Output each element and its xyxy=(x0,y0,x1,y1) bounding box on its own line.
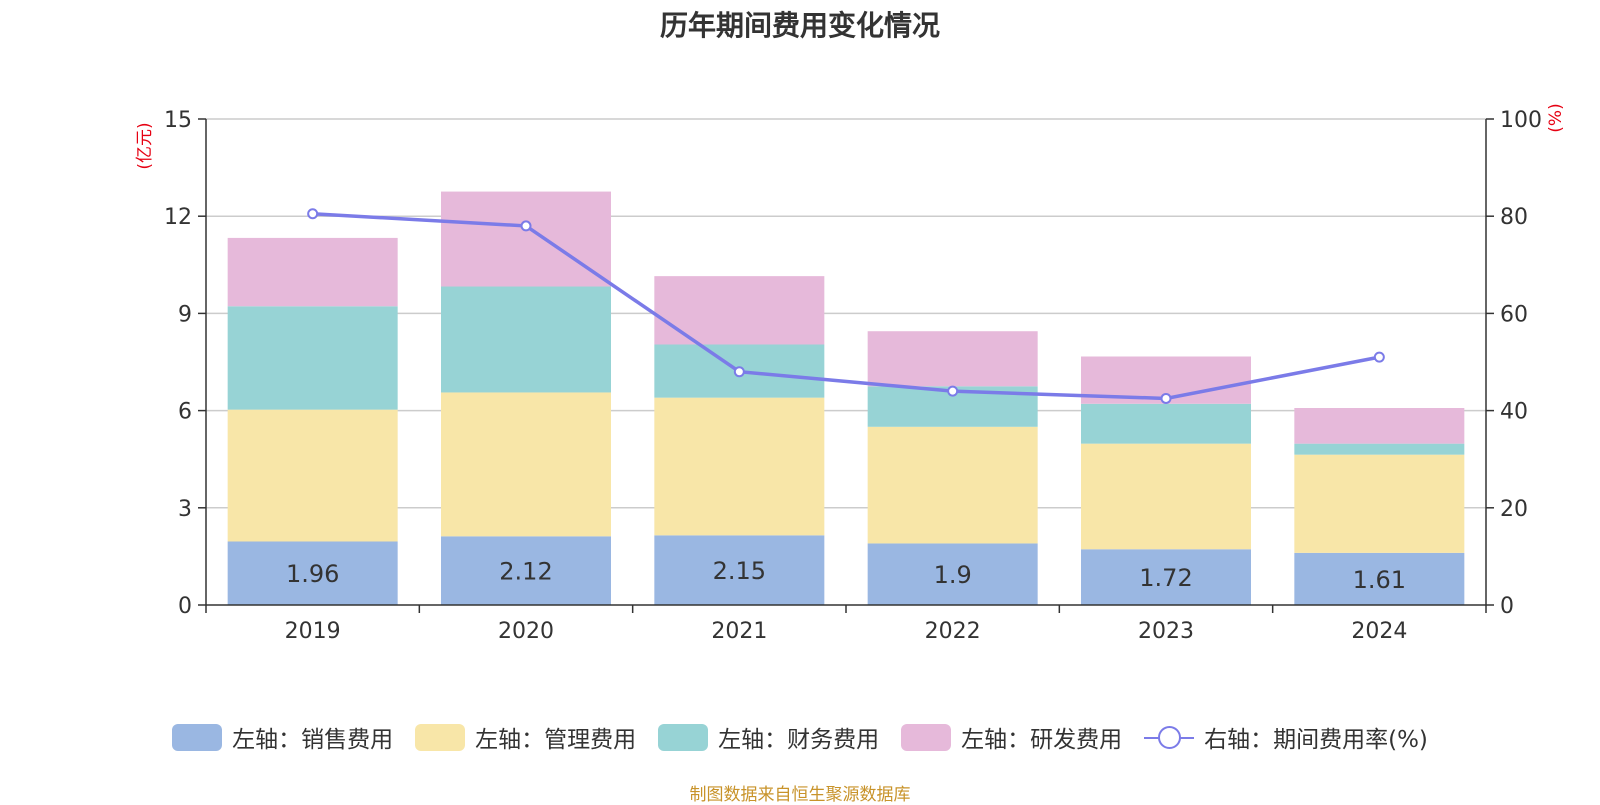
right-axis-tick-label: 100 xyxy=(1500,108,1542,133)
left-axis-tick-label: 15 xyxy=(164,108,192,133)
data-label-sales: 2.15 xyxy=(713,557,766,585)
legend-item-rate[interactable]: 右轴：期间费用率(%) xyxy=(1144,720,1428,754)
left-axis-tick-label: 3 xyxy=(178,497,192,522)
bar-finance-2020 xyxy=(441,286,611,393)
x-axis-tick-label: 2019 xyxy=(285,619,341,644)
x-axis-tick-label: 2024 xyxy=(1351,619,1407,644)
rate-point-2021 xyxy=(733,366,745,378)
bar-finance-2024 xyxy=(1294,443,1465,455)
legend-swatch-rd xyxy=(901,723,952,751)
right-axis-tick-label: 40 xyxy=(1500,400,1528,425)
bar-admin-2024 xyxy=(1294,454,1465,553)
bar-rd-2019 xyxy=(227,237,398,307)
left-axis-tick-label: 9 xyxy=(178,302,192,327)
left-axis-tick-label: 0 xyxy=(178,594,192,619)
right-axis-tick-label: 0 xyxy=(1500,594,1514,619)
right-axis-unit: (%) xyxy=(1546,103,1566,132)
bar-rd-2024 xyxy=(1294,408,1465,444)
rate-point-2024 xyxy=(1373,351,1385,363)
legend-item-admin[interactable]: 左轴：管理费用 xyxy=(415,720,636,754)
data-source-note: 制图数据来自恒生聚源数据库 xyxy=(689,785,911,805)
right-axis-tick-label: 60 xyxy=(1500,302,1528,327)
bar-sales-2022 xyxy=(867,543,1038,605)
data-label-sales: 1.61 xyxy=(1353,566,1406,594)
left-axis-tick-label: 12 xyxy=(164,205,192,230)
bar-sales-2020 xyxy=(441,536,611,605)
legend-label-rate: 右轴：期间费用率(%) xyxy=(1204,727,1428,753)
bar-sales-2024 xyxy=(1294,552,1465,605)
data-label-sales: 1.72 xyxy=(1139,564,1192,592)
legend-swatch-sales xyxy=(172,723,223,751)
left-axis-unit: (亿元) xyxy=(135,122,155,169)
right-axis-tick-label: 80 xyxy=(1500,205,1528,230)
bar-rd-2020 xyxy=(441,191,611,287)
x-axis-tick-label: 2023 xyxy=(1138,619,1194,644)
rate-point-2023 xyxy=(1160,392,1172,404)
right-axis-tick-label: 20 xyxy=(1500,497,1528,522)
legend-label-finance: 左轴：财务费用 xyxy=(718,727,880,753)
bar-finance-2019 xyxy=(227,306,398,410)
rate-point-2020 xyxy=(520,220,532,232)
data-label-sales: 1.9 xyxy=(934,561,972,589)
legend-item-finance[interactable]: 左轴：财务费用 xyxy=(658,720,879,754)
legend-label-rd: 左轴：研发费用 xyxy=(961,727,1123,753)
bar-rd-2022 xyxy=(867,331,1038,387)
data-label-sales: 1.96 xyxy=(286,560,339,588)
bar-sales-2019 xyxy=(227,541,398,605)
bar-admin-2021 xyxy=(654,397,825,536)
legend-line-marker-icon xyxy=(1144,724,1195,751)
bar-admin-2020 xyxy=(441,392,611,537)
legend-label-sales: 左轴：销售费用 xyxy=(232,727,394,753)
bar-sales-2023 xyxy=(1081,549,1251,605)
left-axis-tick-label: 6 xyxy=(178,400,192,425)
bar-rd-2021 xyxy=(654,276,825,345)
rate-point-2022 xyxy=(947,385,959,397)
legend-item-rd[interactable]: 左轴：研发费用 xyxy=(901,720,1122,754)
rate-line xyxy=(312,212,1380,401)
legend: 左轴：销售费用 左轴：管理费用 左轴：财务费用 左轴：研发费用 右轴：期间费用率… xyxy=(0,720,1600,754)
x-axis-tick-label: 2021 xyxy=(711,619,767,644)
legend-item-sales[interactable]: 左轴：销售费用 xyxy=(172,720,393,754)
data-label-sales: 2.12 xyxy=(499,558,552,586)
bar-admin-2022 xyxy=(867,426,1038,544)
x-axis-tick-label: 2022 xyxy=(925,619,981,644)
chart-title: 历年期间费用变化情况 xyxy=(659,9,940,42)
bar-finance-2023 xyxy=(1081,403,1251,444)
x-axis-tick-label: 2020 xyxy=(498,619,554,644)
bar-admin-2019 xyxy=(227,409,398,542)
bar-admin-2023 xyxy=(1081,443,1251,550)
legend-swatch-admin xyxy=(415,723,466,751)
bar-sales-2021 xyxy=(654,535,825,605)
legend-label-admin: 左轴：管理费用 xyxy=(475,727,637,753)
rate-point-2019 xyxy=(307,208,319,220)
legend-swatch-finance xyxy=(658,723,709,751)
